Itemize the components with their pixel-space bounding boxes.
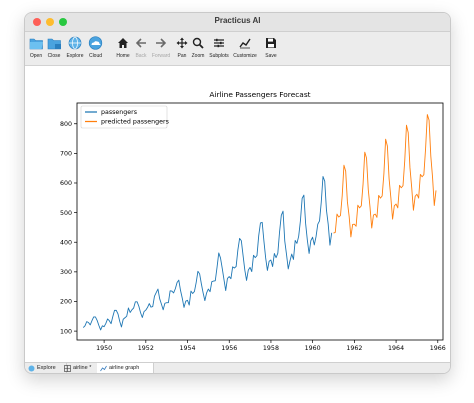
legend-label-predicted: predicted passengers: [101, 119, 169, 126]
chart-icon: [100, 365, 107, 372]
series-line-predicted-passengers: [333, 114, 437, 238]
x-tick-label: 1950: [96, 345, 112, 352]
tab-label: Explore: [37, 365, 56, 371]
zoom-label: Zoom: [191, 53, 205, 59]
pan-button[interactable]: Pan: [174, 33, 190, 64]
app-window: Practicus AI Open Close: [24, 12, 451, 374]
tab-airline-graph[interactable]: airline graph: [97, 363, 154, 373]
table-icon: [64, 364, 71, 372]
cloud-label: Cloud: [88, 53, 103, 59]
chart-title: Airline Passengers Forecast: [209, 90, 310, 99]
save-icon: [263, 35, 279, 51]
y-tick-label: 400: [60, 239, 72, 246]
subplots-label: Subplots: [209, 53, 229, 59]
x-tick-label: 1952: [138, 345, 154, 352]
zoom-icon: [190, 35, 206, 51]
zoom-button[interactable]: Zoom: [190, 33, 206, 64]
subplots-button[interactable]: Subplots: [208, 33, 230, 64]
plot-area: [76, 102, 444, 341]
explore-icon: [67, 35, 83, 51]
series-line-passengers: [82, 176, 333, 331]
toolbar: Open Close Explore: [25, 32, 450, 66]
y-tick-label: 300: [60, 269, 72, 276]
back-button[interactable]: Back: [132, 33, 150, 64]
tab-label: airline *: [73, 365, 92, 371]
save-button[interactable]: Save: [263, 33, 279, 64]
y-tick-label: 500: [60, 210, 72, 217]
pan-label: Pan: [177, 53, 187, 59]
close-label: Close: [47, 53, 61, 59]
window-minimize-button[interactable]: [46, 18, 54, 26]
legend-label-passengers: passengers: [101, 109, 137, 116]
legend: passengers predicted passengers: [80, 105, 169, 129]
open-button[interactable]: Open: [27, 33, 45, 64]
customize-label: Customize: [233, 53, 257, 59]
forward-button[interactable]: Forward: [150, 33, 172, 64]
x-tick-label: 1966: [430, 345, 446, 352]
x-tick-label: 1956: [221, 345, 237, 352]
y-tick-label: 800: [60, 121, 72, 128]
folder-close-icon: [46, 35, 62, 51]
y-tick-label: 700: [60, 151, 72, 158]
x-tick-label: 1960: [305, 345, 321, 352]
x-tick-label: 1954: [180, 345, 196, 352]
explore-label: Explore: [66, 53, 84, 59]
home-icon: [115, 35, 131, 51]
back-arrow-icon: [133, 35, 149, 51]
pan-icon: [174, 35, 190, 51]
forward-label: Forward: [151, 53, 171, 59]
customize-icon: [237, 35, 253, 51]
open-label: Open: [29, 53, 43, 59]
y-tick-label: 600: [60, 180, 72, 187]
y-tick-label: 100: [60, 328, 72, 335]
line-chart: Airline Passengers Forecast 1950 1952 1954…: [60, 90, 446, 352]
window-maximize-button[interactable]: [59, 18, 67, 26]
tab-label: airline graph: [109, 365, 140, 371]
forward-arrow-icon: [153, 35, 169, 51]
back-label: Back: [135, 53, 147, 59]
home-label: Home: [116, 53, 130, 59]
cloud-button[interactable]: Cloud: [86, 33, 105, 64]
x-tick-label: 1962: [346, 345, 362, 352]
x-tick-label: 1964: [388, 345, 404, 352]
x-tick-label: 1958: [263, 345, 279, 352]
close-button[interactable]: Close: [45, 33, 63, 64]
window-title: Practicus AI: [214, 16, 261, 25]
plot-canvas[interactable]: Airline Passengers Forecast 1950 1952 1954…: [25, 66, 450, 362]
folder-open-icon: [28, 35, 44, 51]
explore-icon: [28, 365, 35, 372]
bottom-tab-bar: Explore airline * airline graph: [25, 362, 450, 373]
home-button[interactable]: Home: [114, 33, 132, 64]
explore-button[interactable]: Explore: [65, 33, 85, 64]
save-label: Save: [265, 53, 277, 59]
customize-button[interactable]: Customize: [232, 33, 258, 64]
cloud-icon: [88, 35, 104, 51]
series-lines: [82, 114, 437, 331]
axis-ticks: 1950 1952 1954 1956 1958 1960 1962 1964 1966 100 2…: [60, 121, 446, 352]
title-bar: Practicus AI: [25, 13, 450, 32]
window-close-button[interactable]: [33, 18, 41, 26]
y-tick-label: 200: [60, 299, 72, 306]
subplots-icon: [211, 35, 227, 51]
